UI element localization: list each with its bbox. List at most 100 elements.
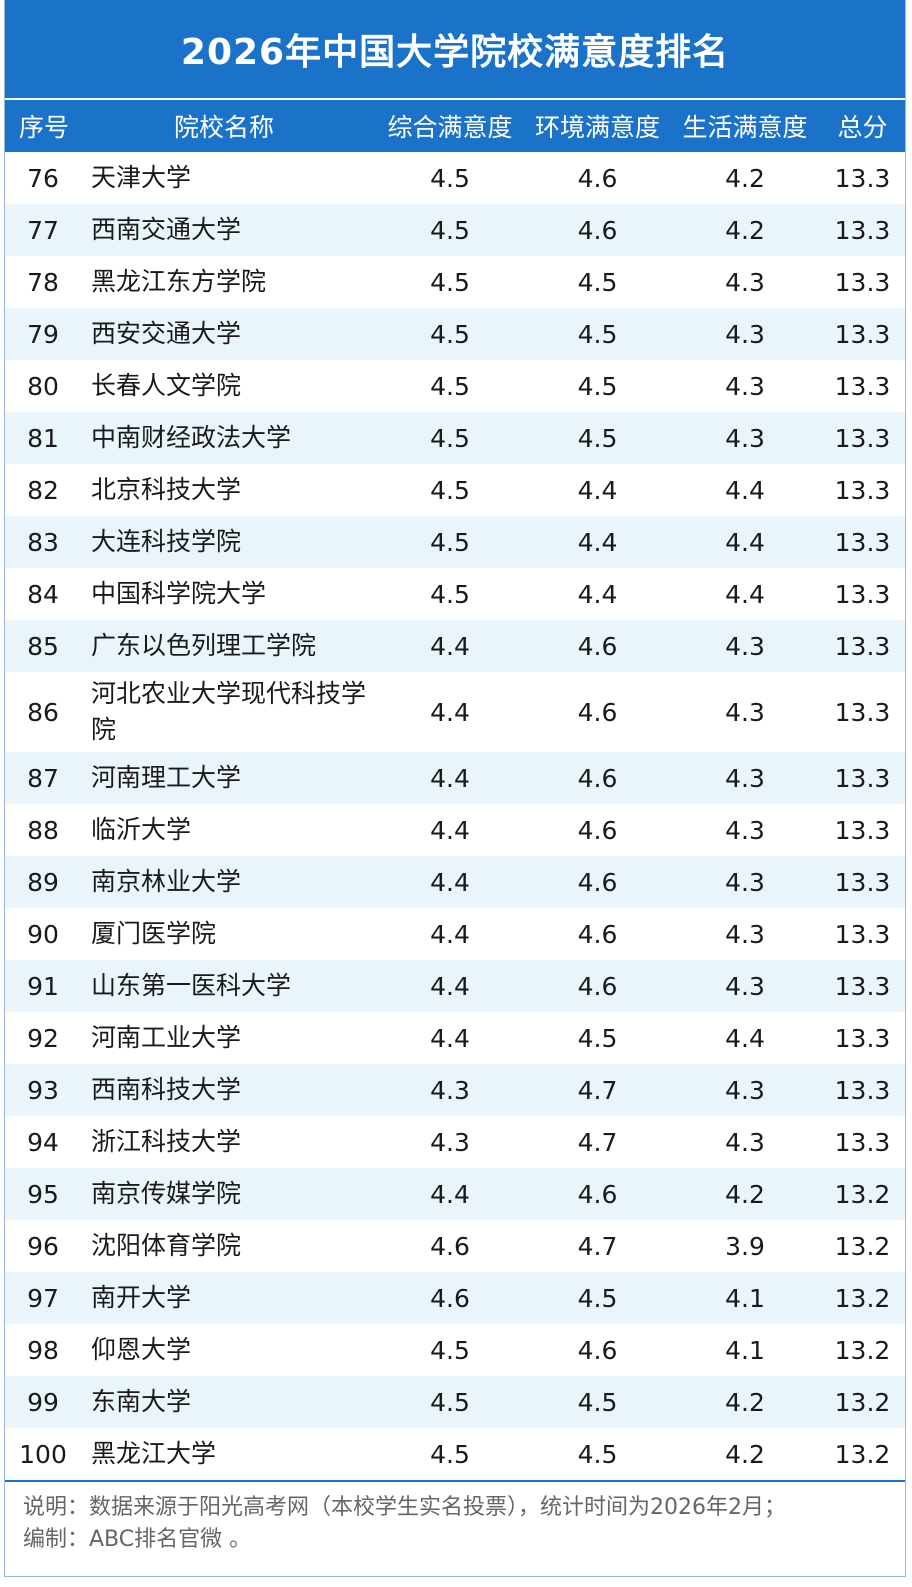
cell-overall-satisfaction: 4.5 <box>375 464 525 516</box>
cell-school-name: 山东第一医科大学 <box>83 960 375 1012</box>
cell-school-name: 西安交通大学 <box>83 308 375 360</box>
table-row: 90 厦门医学院 4.4 4.6 4.3 13.3 <box>5 908 905 960</box>
cell-school-name: 河北农业大学现代科技学院 <box>83 672 375 752</box>
cell-life-satisfaction: 4.3 <box>670 960 820 1012</box>
cell-total-score: 13.2 <box>820 1428 905 1480</box>
cell-overall-satisfaction: 4.4 <box>375 804 525 856</box>
cell-environment-satisfaction: 4.5 <box>525 360 670 412</box>
cell-total-score: 13.3 <box>820 1116 905 1168</box>
column-header-overall: 综合满意度 <box>375 100 525 152</box>
cell-school-name: 中南财经政法大学 <box>83 412 375 464</box>
table-header-row: 序号 院校名称 综合满意度 环境满意度 生活满意度 总分 <box>5 100 905 152</box>
ranking-table-frame: 2026年中国大学院校满意度排名 序号 院校名称 综合满意度 环境满意度 生活满… <box>4 0 906 1577</box>
table-row: 97 南开大学 4.6 4.5 4.1 13.2 <box>5 1272 905 1324</box>
cell-environment-satisfaction: 4.6 <box>525 1168 670 1220</box>
credit-note: 编制：ABC排名官微 。 <box>23 1527 252 1552</box>
cell-environment-satisfaction: 4.5 <box>525 1272 670 1324</box>
cell-life-satisfaction: 4.2 <box>670 1168 820 1220</box>
cell-school-name: 南开大学 <box>83 1272 375 1324</box>
cell-life-satisfaction: 4.3 <box>670 752 820 804</box>
cell-rank: 79 <box>5 308 83 360</box>
cell-life-satisfaction: 4.3 <box>670 1064 820 1116</box>
cell-school-name: 临沂大学 <box>83 804 375 856</box>
cell-life-satisfaction: 3.9 <box>670 1220 820 1272</box>
cell-environment-satisfaction: 4.5 <box>525 308 670 360</box>
table-row: 92 河南工业大学 4.4 4.5 4.4 13.3 <box>5 1012 905 1064</box>
source-note: 说明：数据来源于阳光高考网（本校学生实名投票），统计时间为2026年2月； <box>23 1495 786 1520</box>
cell-total-score: 13.3 <box>820 620 905 672</box>
cell-overall-satisfaction: 4.5 <box>375 256 525 308</box>
cell-overall-satisfaction: 4.5 <box>375 568 525 620</box>
cell-overall-satisfaction: 4.6 <box>375 1220 525 1272</box>
cell-total-score: 13.3 <box>820 152 905 204</box>
table-row: 87 河南理工大学 4.4 4.6 4.3 13.3 <box>5 752 905 804</box>
column-header-rank: 序号 <box>5 100 83 152</box>
cell-total-score: 13.3 <box>820 752 905 804</box>
cell-rank: 76 <box>5 152 83 204</box>
cell-overall-satisfaction: 4.5 <box>375 412 525 464</box>
table-row: 77 西南交通大学 4.5 4.6 4.2 13.3 <box>5 204 905 256</box>
cell-school-name: 河南理工大学 <box>83 752 375 804</box>
cell-school-name: 天津大学 <box>83 152 375 204</box>
cell-school-name: 南京传媒学院 <box>83 1168 375 1220</box>
cell-rank: 92 <box>5 1012 83 1064</box>
table-row: 86 河北农业大学现代科技学院 4.4 4.6 4.3 13.3 <box>5 672 905 752</box>
cell-overall-satisfaction: 4.5 <box>375 360 525 412</box>
cell-life-satisfaction: 4.3 <box>670 804 820 856</box>
cell-environment-satisfaction: 4.6 <box>525 908 670 960</box>
cell-school-name: 黑龙江大学 <box>83 1428 375 1480</box>
cell-school-name: 河南工业大学 <box>83 1012 375 1064</box>
table-row: 95 南京传媒学院 4.4 4.6 4.2 13.2 <box>5 1168 905 1220</box>
table-row: 80 长春人文学院 4.5 4.5 4.3 13.3 <box>5 360 905 412</box>
cell-overall-satisfaction: 4.4 <box>375 960 525 1012</box>
cell-school-name: 南京林业大学 <box>83 856 375 908</box>
cell-life-satisfaction: 4.3 <box>670 908 820 960</box>
cell-total-score: 13.3 <box>820 1064 905 1116</box>
cell-rank: 97 <box>5 1272 83 1324</box>
page-title: 2026年中国大学院校满意度排名 <box>5 0 905 100</box>
cell-school-name: 北京科技大学 <box>83 464 375 516</box>
cell-rank: 88 <box>5 804 83 856</box>
column-header-total: 总分 <box>820 100 905 152</box>
cell-rank: 94 <box>5 1116 83 1168</box>
cell-total-score: 13.3 <box>820 256 905 308</box>
table-row: 91 山东第一医科大学 4.4 4.6 4.3 13.3 <box>5 960 905 1012</box>
cell-total-score: 13.3 <box>820 804 905 856</box>
cell-overall-satisfaction: 4.5 <box>375 1324 525 1376</box>
cell-environment-satisfaction: 4.6 <box>525 804 670 856</box>
cell-life-satisfaction: 4.2 <box>670 1376 820 1428</box>
cell-environment-satisfaction: 4.4 <box>525 568 670 620</box>
cell-overall-satisfaction: 4.3 <box>375 1116 525 1168</box>
cell-rank: 91 <box>5 960 83 1012</box>
cell-overall-satisfaction: 4.4 <box>375 1012 525 1064</box>
cell-total-score: 13.3 <box>820 908 905 960</box>
cell-total-score: 13.2 <box>820 1376 905 1428</box>
cell-total-score: 13.3 <box>820 568 905 620</box>
cell-rank: 100 <box>5 1428 83 1480</box>
table-row: 82 北京科技大学 4.5 4.4 4.4 13.3 <box>5 464 905 516</box>
cell-life-satisfaction: 4.3 <box>670 256 820 308</box>
cell-school-name: 广东以色列理工学院 <box>83 620 375 672</box>
cell-overall-satisfaction: 4.4 <box>375 908 525 960</box>
cell-total-score: 13.2 <box>820 1168 905 1220</box>
cell-rank: 96 <box>5 1220 83 1272</box>
cell-school-name: 西南交通大学 <box>83 204 375 256</box>
cell-rank: 98 <box>5 1324 83 1376</box>
cell-life-satisfaction: 4.3 <box>670 856 820 908</box>
cell-environment-satisfaction: 4.7 <box>525 1064 670 1116</box>
cell-environment-satisfaction: 4.5 <box>525 1376 670 1428</box>
cell-total-score: 13.2 <box>820 1220 905 1272</box>
cell-rank: 83 <box>5 516 83 568</box>
column-header-life: 生活满意度 <box>670 100 820 152</box>
table-row: 94 浙江科技大学 4.3 4.7 4.3 13.3 <box>5 1116 905 1168</box>
cell-total-score: 13.3 <box>820 516 905 568</box>
table-row: 79 西安交通大学 4.5 4.5 4.3 13.3 <box>5 308 905 360</box>
cell-overall-satisfaction: 4.4 <box>375 752 525 804</box>
cell-total-score: 13.3 <box>820 856 905 908</box>
cell-overall-satisfaction: 4.3 <box>375 1064 525 1116</box>
column-header-environment: 环境满意度 <box>525 100 670 152</box>
cell-environment-satisfaction: 4.6 <box>525 1324 670 1376</box>
cell-environment-satisfaction: 4.6 <box>525 856 670 908</box>
cell-environment-satisfaction: 4.6 <box>525 152 670 204</box>
cell-life-satisfaction: 4.1 <box>670 1324 820 1376</box>
